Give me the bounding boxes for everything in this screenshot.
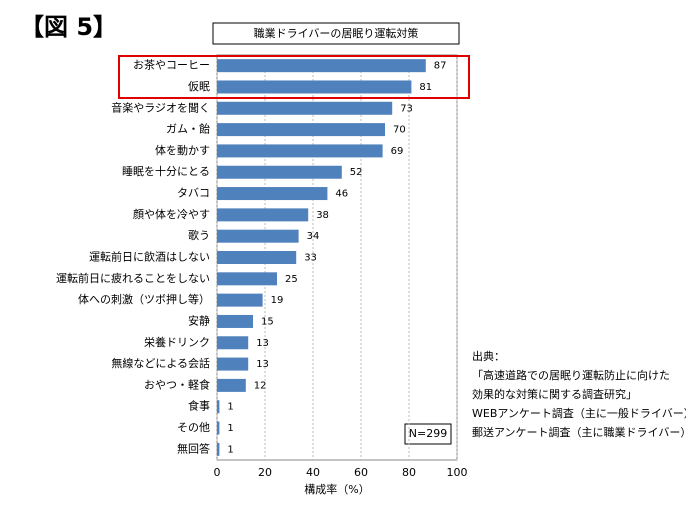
title-box <box>212 22 460 45</box>
bar <box>217 293 263 307</box>
y-tick-label: 運転前日に疲れることをしない <box>56 271 210 285</box>
bar <box>217 59 426 73</box>
bar <box>217 101 393 115</box>
y-tick-label: 無線などによる会話 <box>111 356 210 370</box>
value-label: 34 <box>307 231 320 242</box>
y-tick-label: 体を動かす <box>155 143 210 157</box>
bar <box>217 123 385 137</box>
bar <box>217 400 220 414</box>
y-tick-label: タバコ <box>177 187 210 200</box>
value-label: 1 <box>227 423 233 434</box>
value-label: 73 <box>400 103 413 114</box>
note-box <box>404 423 452 445</box>
bar <box>217 187 328 201</box>
value-label: 69 <box>391 146 404 157</box>
value-label: 12 <box>254 380 267 391</box>
y-tick-label: お茶やコーヒー <box>133 59 210 72</box>
value-label: 1 <box>227 444 233 455</box>
value-label: 19 <box>271 295 284 306</box>
y-tick-label: その他 <box>177 421 210 434</box>
bar <box>217 272 277 286</box>
y-tick-label: 栄養ドリンク <box>144 335 210 349</box>
x-tick-label: 0 <box>214 466 221 479</box>
bar <box>217 251 297 264</box>
bar <box>217 144 383 158</box>
source-line: 「高速道路での居眠り運転防止に向けた <box>472 368 670 382</box>
value-label: 13 <box>256 359 269 370</box>
bar <box>217 442 220 456</box>
bar <box>217 80 412 94</box>
value-label: 33 <box>304 253 317 264</box>
value-label: 81 <box>419 82 432 93</box>
y-tick-label: 食事 <box>188 399 210 413</box>
value-label: 70 <box>393 125 406 136</box>
y-tick-label: 無回答 <box>177 441 210 455</box>
value-label: 15 <box>261 316 274 327</box>
y-tick-label: 安静 <box>188 313 210 327</box>
bar <box>217 314 253 328</box>
source-line: WEBアンケート調査（主に一般ドライバー） <box>472 406 686 420</box>
value-label: 87 <box>434 61 447 72</box>
value-label: 46 <box>335 189 348 200</box>
bar <box>217 378 246 392</box>
y-tick-label: 体への刺激（ツボ押し等） <box>78 292 210 306</box>
y-tick-label: おやつ・軽食 <box>144 377 210 391</box>
source-line: 出典： <box>472 349 505 363</box>
value-label: 38 <box>316 210 329 221</box>
figure-label: 【図 5】 <box>20 13 117 41</box>
y-tick-label: 音楽やラジオを聞く <box>111 100 210 114</box>
bar <box>217 208 309 222</box>
bar <box>217 336 249 350</box>
source-line: 郵送アンケート調査（主に職業ドライバー） <box>472 425 686 439</box>
chart-title: 職業ドライバーの居眠り運転対策 <box>254 26 419 40</box>
bar <box>217 229 299 243</box>
note: N=299 <box>409 427 447 440</box>
source-line: 効果的な対策に関する調査研究」 <box>472 387 637 401</box>
bar <box>217 357 249 371</box>
y-tick-label: ガム・飴 <box>166 122 210 136</box>
value-label: 13 <box>256 338 269 349</box>
highlight-box <box>118 55 470 99</box>
bar <box>217 165 342 179</box>
x-tick-label: 60 <box>354 466 368 479</box>
x-axis-label: 構成率（%） <box>304 482 369 496</box>
value-label: 1 <box>227 402 233 413</box>
x-tick-label: 40 <box>306 466 320 479</box>
y-tick-label: 仮眠 <box>188 80 210 93</box>
value-label: 52 <box>350 167 363 178</box>
y-tick-label: 睡眠を十分にとる <box>122 164 210 178</box>
bar <box>217 421 220 435</box>
y-tick-label: 顔や体を冷やす <box>133 207 210 221</box>
value-label: 25 <box>285 274 298 285</box>
x-tick-label: 100 <box>447 466 468 479</box>
x-tick-label: 80 <box>402 466 416 479</box>
x-tick-label: 20 <box>258 466 272 479</box>
y-tick-label: 運転前日に飲酒はしない <box>89 250 210 264</box>
y-tick-label: 歌う <box>188 228 210 242</box>
